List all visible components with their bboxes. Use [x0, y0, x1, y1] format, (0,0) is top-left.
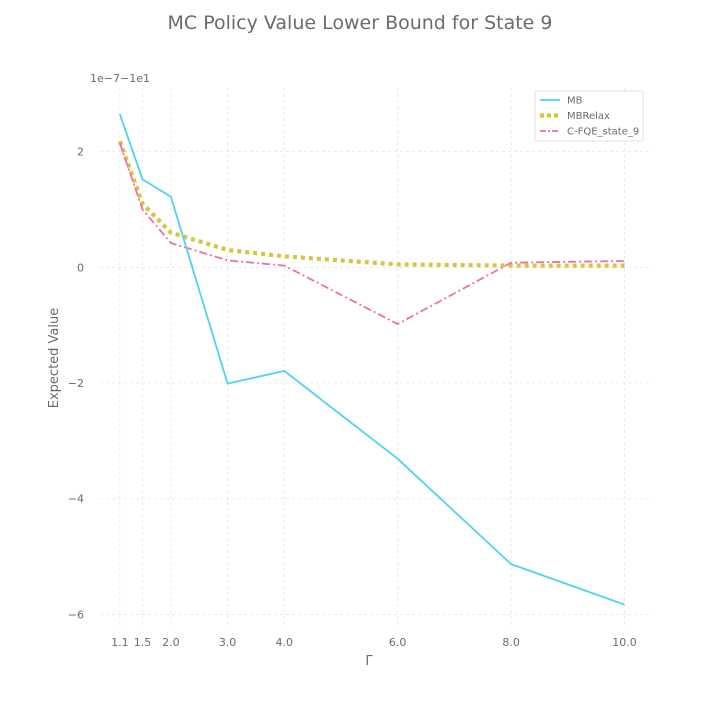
x-tick-label: 1.5 [134, 636, 152, 649]
legend-box [534, 90, 644, 142]
axes: 1.1 1.5 2.0 3.0 4.0 6.0 8.0 10.0 −6 −4 −2 0 2 [68, 146, 637, 649]
x-tick-label: 1.1 [111, 636, 129, 649]
x-tick-label: 2.0 [162, 636, 180, 649]
chart-title: MC Policy Value Lower Bound for State 9 [168, 12, 553, 34]
series-line-mbrelax [117, 140, 625, 268]
grid-lines [100, 88, 650, 626]
series-line-mb [118, 113, 625, 606]
legend-label: MBRelax [567, 111, 610, 122]
series-line-c-fqe-state-9 [118, 142, 625, 325]
legend-label: MB [567, 96, 583, 107]
y-tick-label: −6 [68, 608, 84, 621]
y-tick-label: −2 [68, 377, 84, 390]
legend-label: C-FQE_state_9 [567, 127, 639, 138]
y-tick-label: 0 [77, 261, 84, 274]
x-axis-label: Γ [365, 654, 373, 669]
y-axis-offset-label: 1e−7−1e1 [90, 72, 150, 85]
legend: MB MBRelax C-FQE_state_9 [534, 90, 644, 142]
x-tick-label: 4.0 [276, 636, 294, 649]
y-axis-label: Expected Value [47, 308, 62, 408]
x-tick-label: 6.0 [389, 636, 407, 649]
y-tick-label: 2 [77, 146, 84, 159]
x-tick-label: 10.0 [612, 636, 637, 649]
y-tick-label: −4 [68, 493, 84, 506]
x-tick-label: 8.0 [502, 636, 520, 649]
x-tick-label: 3.0 [219, 636, 237, 649]
series-lines [117, 113, 625, 606]
